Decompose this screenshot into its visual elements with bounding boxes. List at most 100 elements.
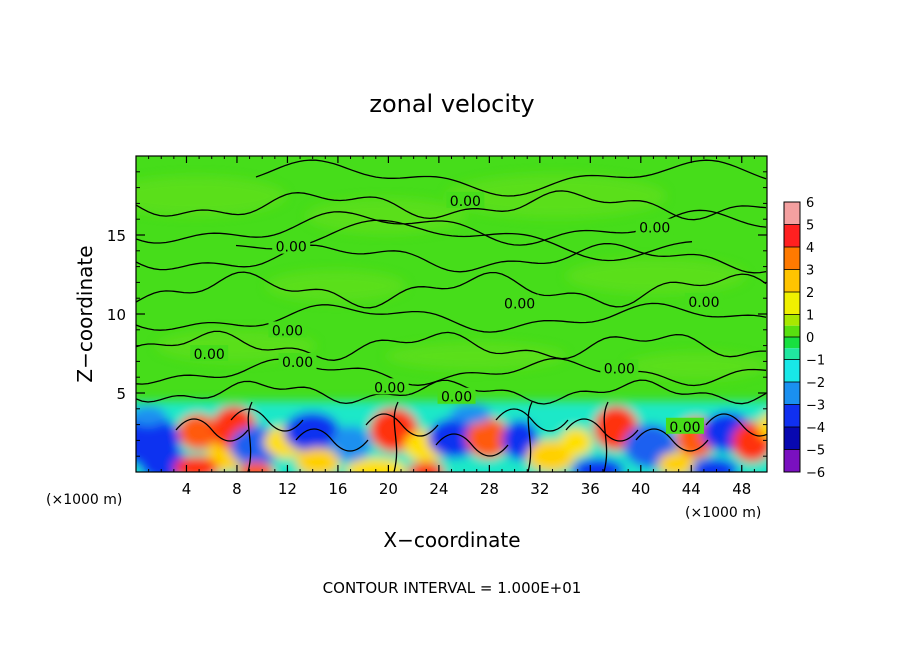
- x-tick-label: 4: [182, 480, 192, 498]
- contour-label-bg: [268, 321, 307, 338]
- contour-line: [527, 401, 533, 472]
- y-tick-label: 5: [116, 385, 126, 403]
- contour-line: [705, 413, 767, 437]
- contour-line: [136, 271, 767, 309]
- colorbar-swatch: [784, 314, 800, 326]
- field-blob: [284, 412, 340, 452]
- contour-labels: 0.00 0.00 0.00 0.00 0.00 0.00 0.00 0.00 0.00 0.00…: [190, 191, 723, 436]
- contour-label: 0.00: [450, 194, 481, 210]
- y-tick-label: 15: [107, 227, 126, 245]
- field-blob: [690, 458, 738, 472]
- field-blob: [428, 418, 480, 458]
- contour-label: 0.00: [604, 361, 635, 377]
- contour-label: 0.00: [272, 323, 303, 339]
- contour-line: [175, 418, 249, 442]
- contour-line: [136, 357, 767, 387]
- plot-area: 0.00 0.00 0.00 0.00 0.00 0.00 0.00 0.00 0.00 0.00…: [136, 156, 767, 472]
- colorbar-swatch: [784, 337, 800, 349]
- x-tick-label: 44: [682, 480, 701, 498]
- colorbar-swatch: [784, 348, 800, 360]
- field-blob: [446, 174, 666, 218]
- field-blob: [136, 176, 286, 216]
- contour-interval-note: CONTOUR INTERVAL = 1.000E+01: [323, 579, 582, 597]
- field-blob: [560, 428, 592, 456]
- field-blob: [451, 404, 491, 424]
- colorbar-tick-label: −5: [806, 444, 825, 459]
- contour-label-bg: [278, 352, 317, 369]
- colorbar-swatch: [784, 427, 800, 450]
- field-blob: [174, 456, 218, 472]
- contour-label: 0.00: [194, 347, 225, 363]
- contour-label-bg: [437, 387, 476, 404]
- colorbar-swatch: [784, 359, 800, 382]
- colorbar-tick-label: 2: [806, 286, 814, 301]
- x-tick-label: 28: [480, 480, 499, 498]
- contour-line: [603, 401, 609, 472]
- contour-label-bg: [600, 359, 639, 376]
- contour-line: [255, 159, 767, 197]
- contour-line: [565, 418, 639, 442]
- colorbar-tick-label: 4: [806, 241, 814, 256]
- contour-line: [230, 408, 304, 432]
- contour-line: [435, 433, 509, 457]
- colorbar-tick-label: 5: [806, 219, 814, 234]
- colorbar-tick-label: −1: [806, 354, 825, 369]
- x-tick-label: 24: [429, 480, 448, 498]
- y-axis: 5 10 15: [107, 171, 767, 457]
- colorbar-swatch: [784, 325, 800, 337]
- x-tick-label: 48: [732, 480, 751, 498]
- contour-label-bg: [500, 294, 539, 311]
- contour-line: [136, 242, 767, 274]
- contour-label: 0.00: [282, 355, 313, 371]
- contour-line: [136, 302, 767, 333]
- field-blob: [758, 413, 767, 439]
- field-blob: [136, 406, 166, 426]
- x-tick-label: 12: [278, 480, 297, 498]
- colorbar-tick-label: 3: [806, 264, 814, 279]
- contour-label: 0.00: [504, 297, 535, 313]
- contour-line: [235, 219, 693, 262]
- contour-label: 0.00: [639, 221, 670, 237]
- contour-label-bg: [684, 292, 723, 309]
- x-axis: 4 8 12 16 20 24 28 32 36 40 44 48: [148, 156, 755, 498]
- y-tick-label: 10: [107, 306, 126, 324]
- x-tick-label: 32: [530, 480, 549, 498]
- colorbar-swatch: [784, 404, 800, 427]
- field-blob: [732, 422, 767, 462]
- x-tick-label: 16: [328, 480, 347, 498]
- colorbar-tick-label: −2: [806, 376, 825, 391]
- colorbar-tick-label: 1: [806, 309, 814, 324]
- contour-line: [635, 428, 709, 452]
- contour-line: [295, 428, 369, 452]
- contour-line: [365, 413, 439, 437]
- colorbar-swatch: [784, 449, 800, 472]
- velocity-field: [136, 174, 767, 472]
- contour-label-bg: [665, 417, 704, 434]
- contour-label-bg: [272, 237, 311, 254]
- contour-line: [495, 408, 569, 432]
- field-blob: [238, 462, 274, 472]
- colorbar-tick-label: −4: [806, 421, 825, 436]
- contour-line: [136, 190, 767, 221]
- field-blob: [566, 258, 746, 294]
- x-tick-label: 40: [631, 480, 650, 498]
- field-blob: [178, 414, 218, 450]
- colorbar-swatch: [784, 382, 800, 405]
- field-blob: [266, 270, 406, 302]
- colorbar: 6 5 4 3 2 1 0 −1 −2 −3 −4 −5 −6: [783, 196, 825, 481]
- field-blob: [346, 458, 406, 472]
- field-blob: [626, 352, 766, 380]
- contour-label: 0.00: [374, 380, 405, 396]
- colorbar-swatch: [784, 224, 800, 247]
- x-unit-left: (×1000 m): [46, 492, 122, 508]
- colorbar-tick-label: −3: [806, 399, 825, 414]
- contour-line: [136, 330, 766, 361]
- contour-label-bg: [370, 378, 409, 395]
- x-tick-label: 20: [379, 480, 398, 498]
- colorbar-swatch: [784, 202, 800, 225]
- contour-label-bg: [446, 191, 485, 208]
- colorbar-tick-label: −6: [806, 466, 825, 481]
- contour-label: 0.00: [688, 295, 719, 311]
- contour-label: 0.00: [441, 390, 472, 406]
